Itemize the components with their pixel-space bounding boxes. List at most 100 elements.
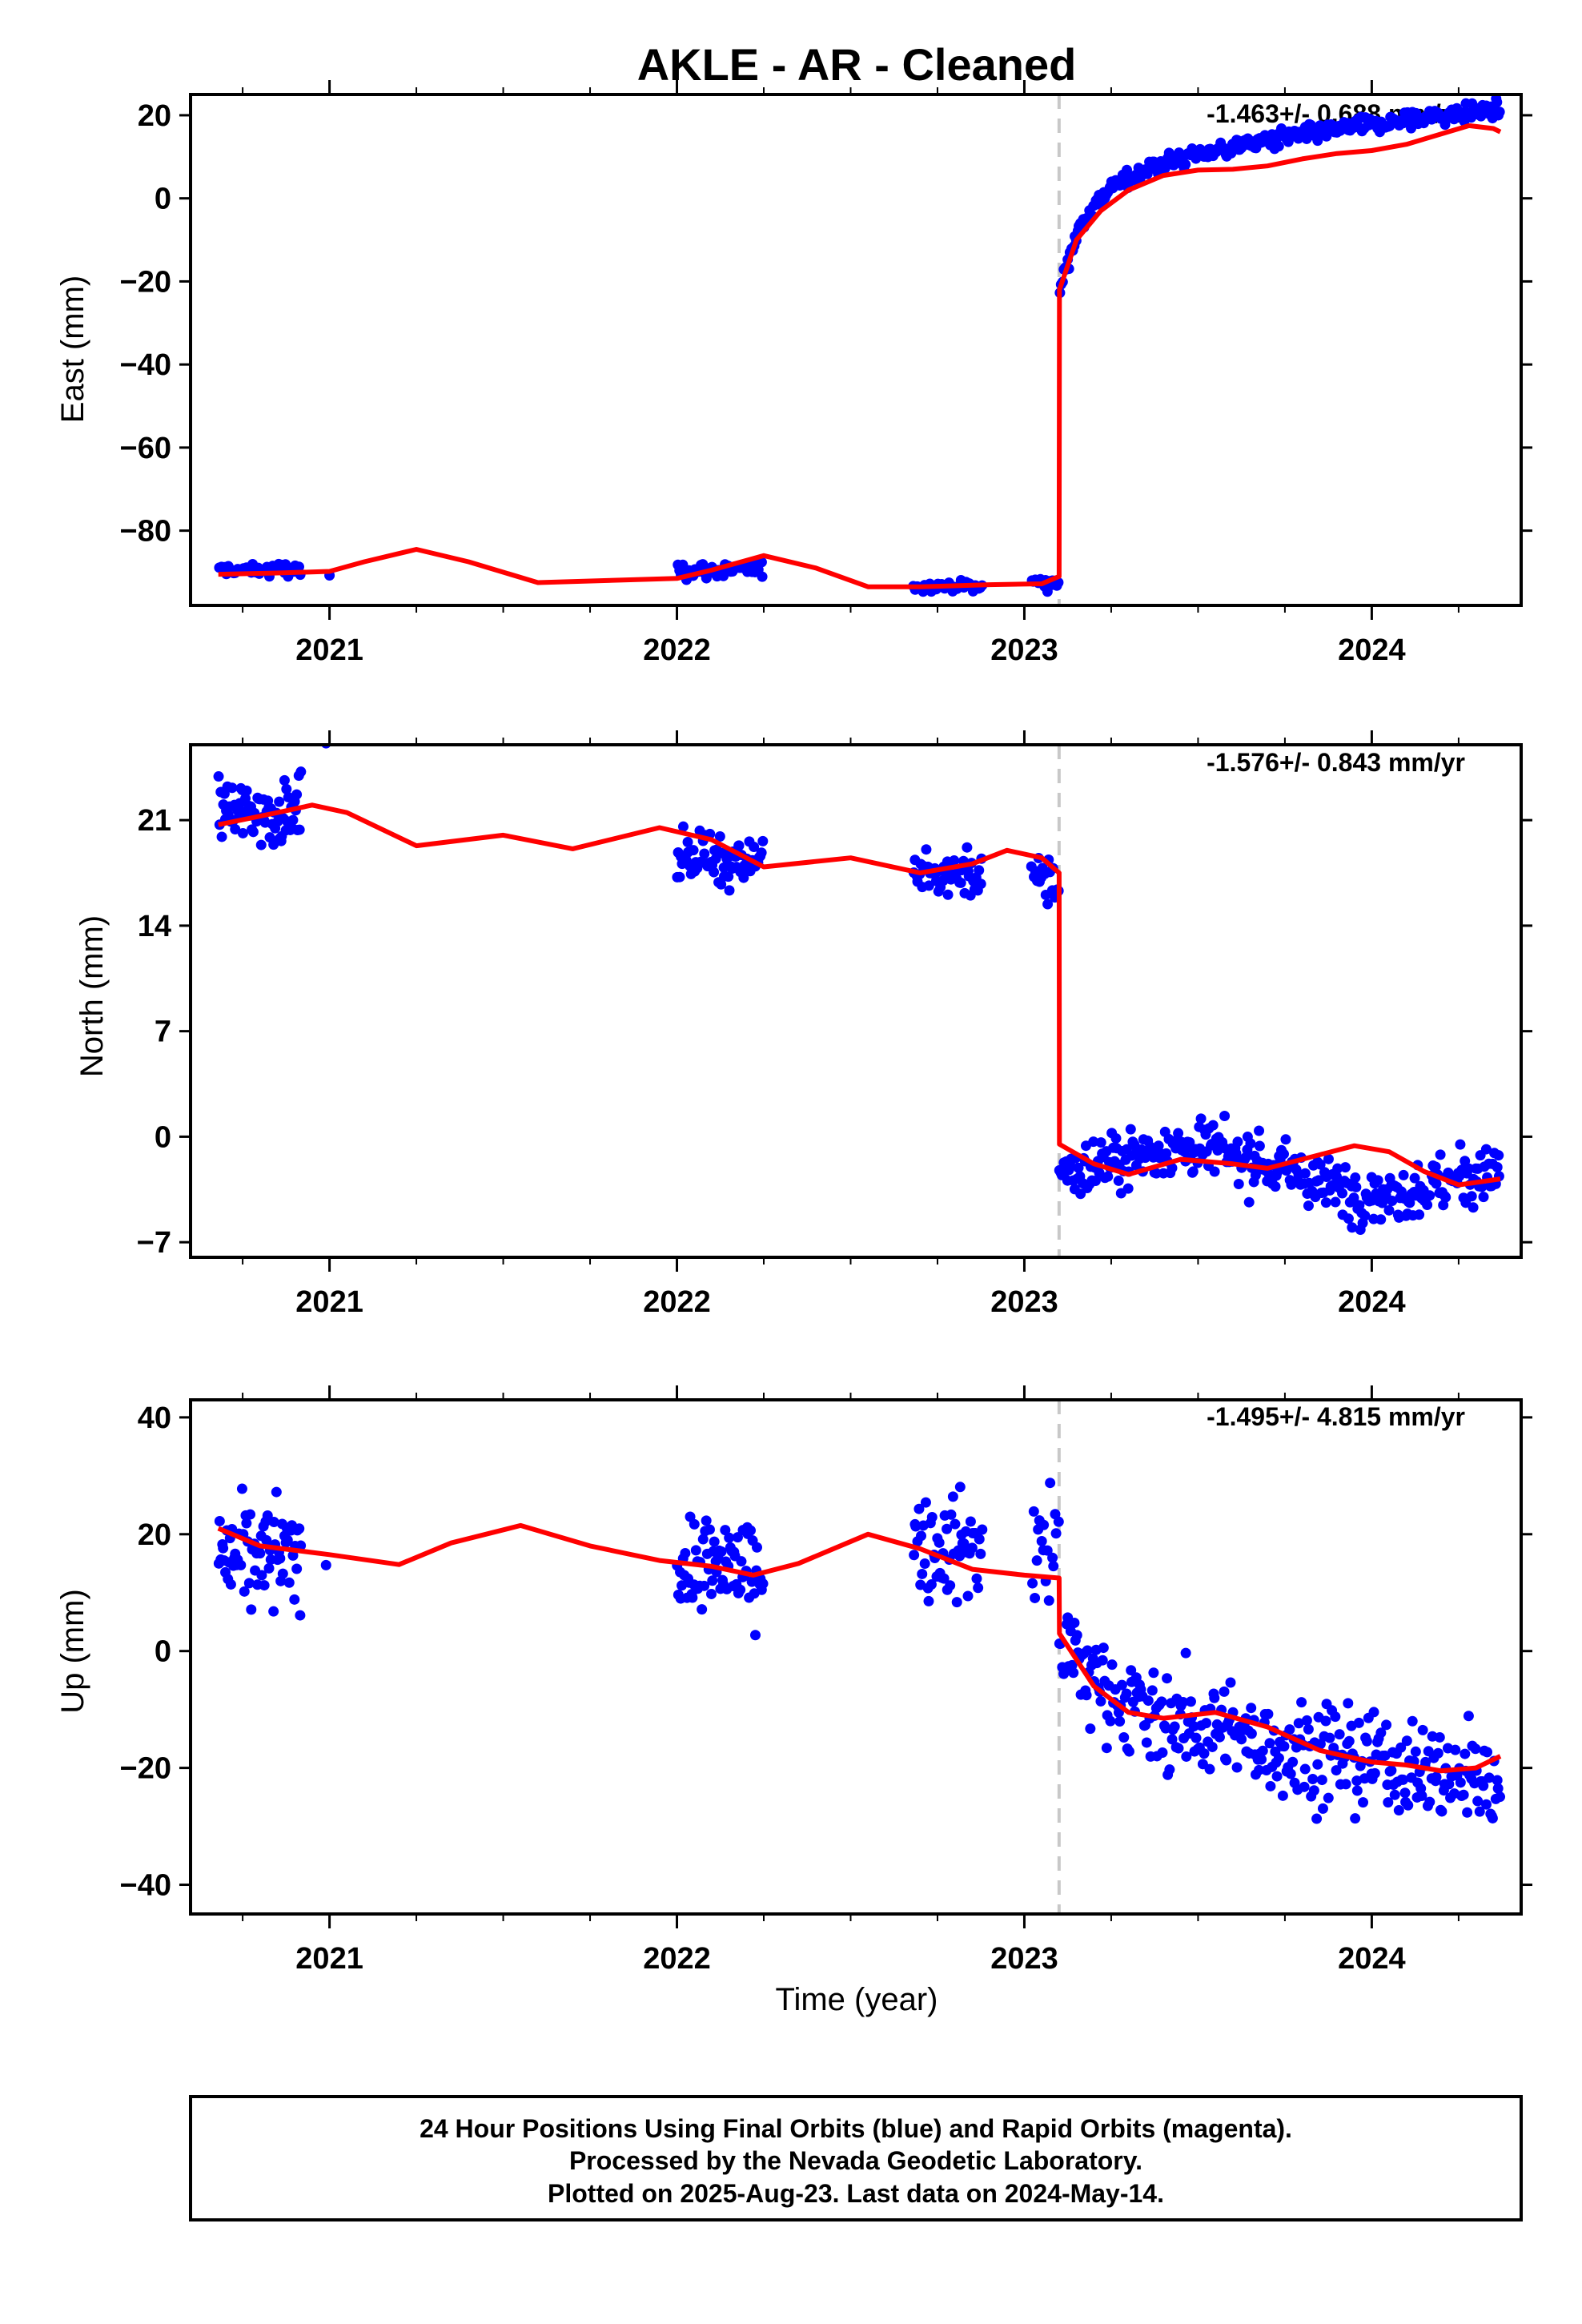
data-point <box>1178 1696 1189 1707</box>
y-tick-label: −60 <box>120 432 171 465</box>
plot-frame <box>189 93 1523 607</box>
data-point <box>975 879 986 890</box>
data-point <box>971 1573 982 1584</box>
data-point <box>1236 1734 1247 1745</box>
data-point <box>1254 1764 1265 1775</box>
data-point <box>704 1524 715 1535</box>
data-point <box>1432 1747 1443 1759</box>
data-point <box>1474 1806 1485 1817</box>
east-y-axis-label: East (mm) <box>55 275 90 423</box>
data-point <box>271 1486 282 1498</box>
data-point <box>1351 1181 1362 1192</box>
data-point <box>1361 1735 1372 1747</box>
data-point <box>1148 1667 1159 1679</box>
data-point <box>962 1590 974 1602</box>
data-point <box>1375 1727 1387 1739</box>
data-point <box>1118 1732 1130 1743</box>
data-point <box>716 879 727 890</box>
model-curve <box>218 123 1502 589</box>
x-tick-label: 2021 <box>295 1285 363 1319</box>
data-point <box>1431 1771 1442 1783</box>
data-point <box>733 840 745 851</box>
data-point <box>1180 1647 1191 1659</box>
data-point <box>1277 1790 1288 1801</box>
data-point <box>1494 107 1505 118</box>
y-tick-label: 0 <box>155 1120 171 1154</box>
data-point <box>917 1568 928 1579</box>
data-point <box>243 1578 255 1589</box>
data-point <box>745 1525 756 1536</box>
data-point <box>687 1592 698 1603</box>
data-point <box>1334 1729 1345 1740</box>
data-point <box>947 1491 958 1502</box>
data-point <box>1410 1746 1421 1757</box>
data-point <box>256 1570 267 1581</box>
data-point <box>1271 1771 1283 1782</box>
data-point <box>1440 1192 1452 1203</box>
y-tick-label: 20 <box>138 1518 171 1552</box>
data-point <box>709 866 720 878</box>
data-point <box>1050 1528 1062 1539</box>
data-point <box>1383 1204 1395 1216</box>
data-point <box>1110 1132 1122 1144</box>
data-point <box>268 1517 279 1528</box>
data-point <box>1209 1166 1220 1177</box>
data-point <box>1404 1197 1415 1208</box>
data-point <box>1231 1762 1243 1773</box>
data-point <box>227 782 238 794</box>
data-point <box>1166 1163 1178 1174</box>
data-point <box>1279 1148 1290 1160</box>
data-point <box>1095 1137 1106 1148</box>
data-point <box>1204 1763 1215 1775</box>
data-point <box>1299 1763 1311 1775</box>
data-point <box>690 1545 701 1556</box>
x-axis-label: Time (year) <box>776 1982 938 2017</box>
y-tick-label: 20 <box>138 99 171 133</box>
data-point <box>1166 1734 1178 1745</box>
data-point <box>909 1550 920 1561</box>
data-point <box>1245 1138 1256 1149</box>
data-point <box>1221 1755 1232 1766</box>
data-point <box>1332 1163 1343 1174</box>
data-point <box>1458 1789 1469 1800</box>
data-point <box>1028 1506 1039 1517</box>
data-point <box>1343 1698 1354 1709</box>
data-point <box>1386 1765 1397 1776</box>
data-point <box>697 1534 709 1545</box>
data-point <box>1407 1715 1418 1727</box>
data-point <box>1161 1148 1172 1159</box>
x-tick-label: 2023 <box>990 1285 1058 1319</box>
data-point <box>1472 1795 1484 1807</box>
data-point <box>697 1604 708 1615</box>
data-point <box>1311 1813 1323 1824</box>
data-point <box>913 1503 925 1514</box>
data-point <box>751 1542 762 1553</box>
data-point <box>1343 1213 1354 1224</box>
data-point <box>1383 1797 1394 1808</box>
y-tick-label: 40 <box>138 1401 171 1435</box>
data-point <box>680 1547 691 1558</box>
data-point <box>295 766 307 778</box>
data-point <box>1256 1754 1267 1765</box>
up-rate-label: -1.495+/- 4.815 mm/yr <box>1207 1402 1465 1431</box>
data-point <box>291 1563 303 1574</box>
data-point <box>1038 1519 1050 1530</box>
data-point <box>1121 1688 1132 1699</box>
data-point <box>230 824 241 835</box>
data-point <box>974 1534 985 1545</box>
x-tick-label: 2023 <box>990 1942 1058 1976</box>
data-point <box>1401 1735 1412 1747</box>
data-point <box>1285 1768 1296 1779</box>
data-point <box>287 814 299 826</box>
data-point <box>701 1515 712 1526</box>
data-point <box>1331 1765 1342 1776</box>
data-point <box>1468 1202 1479 1213</box>
data-point <box>1424 1190 1435 1201</box>
data-point <box>268 1606 279 1617</box>
data-point <box>1180 159 1191 170</box>
data-point <box>920 1497 931 1508</box>
chart-title: AKLE - AR - Cleaned <box>637 39 1077 90</box>
data-point <box>910 1521 921 1532</box>
data-point <box>295 1610 306 1621</box>
